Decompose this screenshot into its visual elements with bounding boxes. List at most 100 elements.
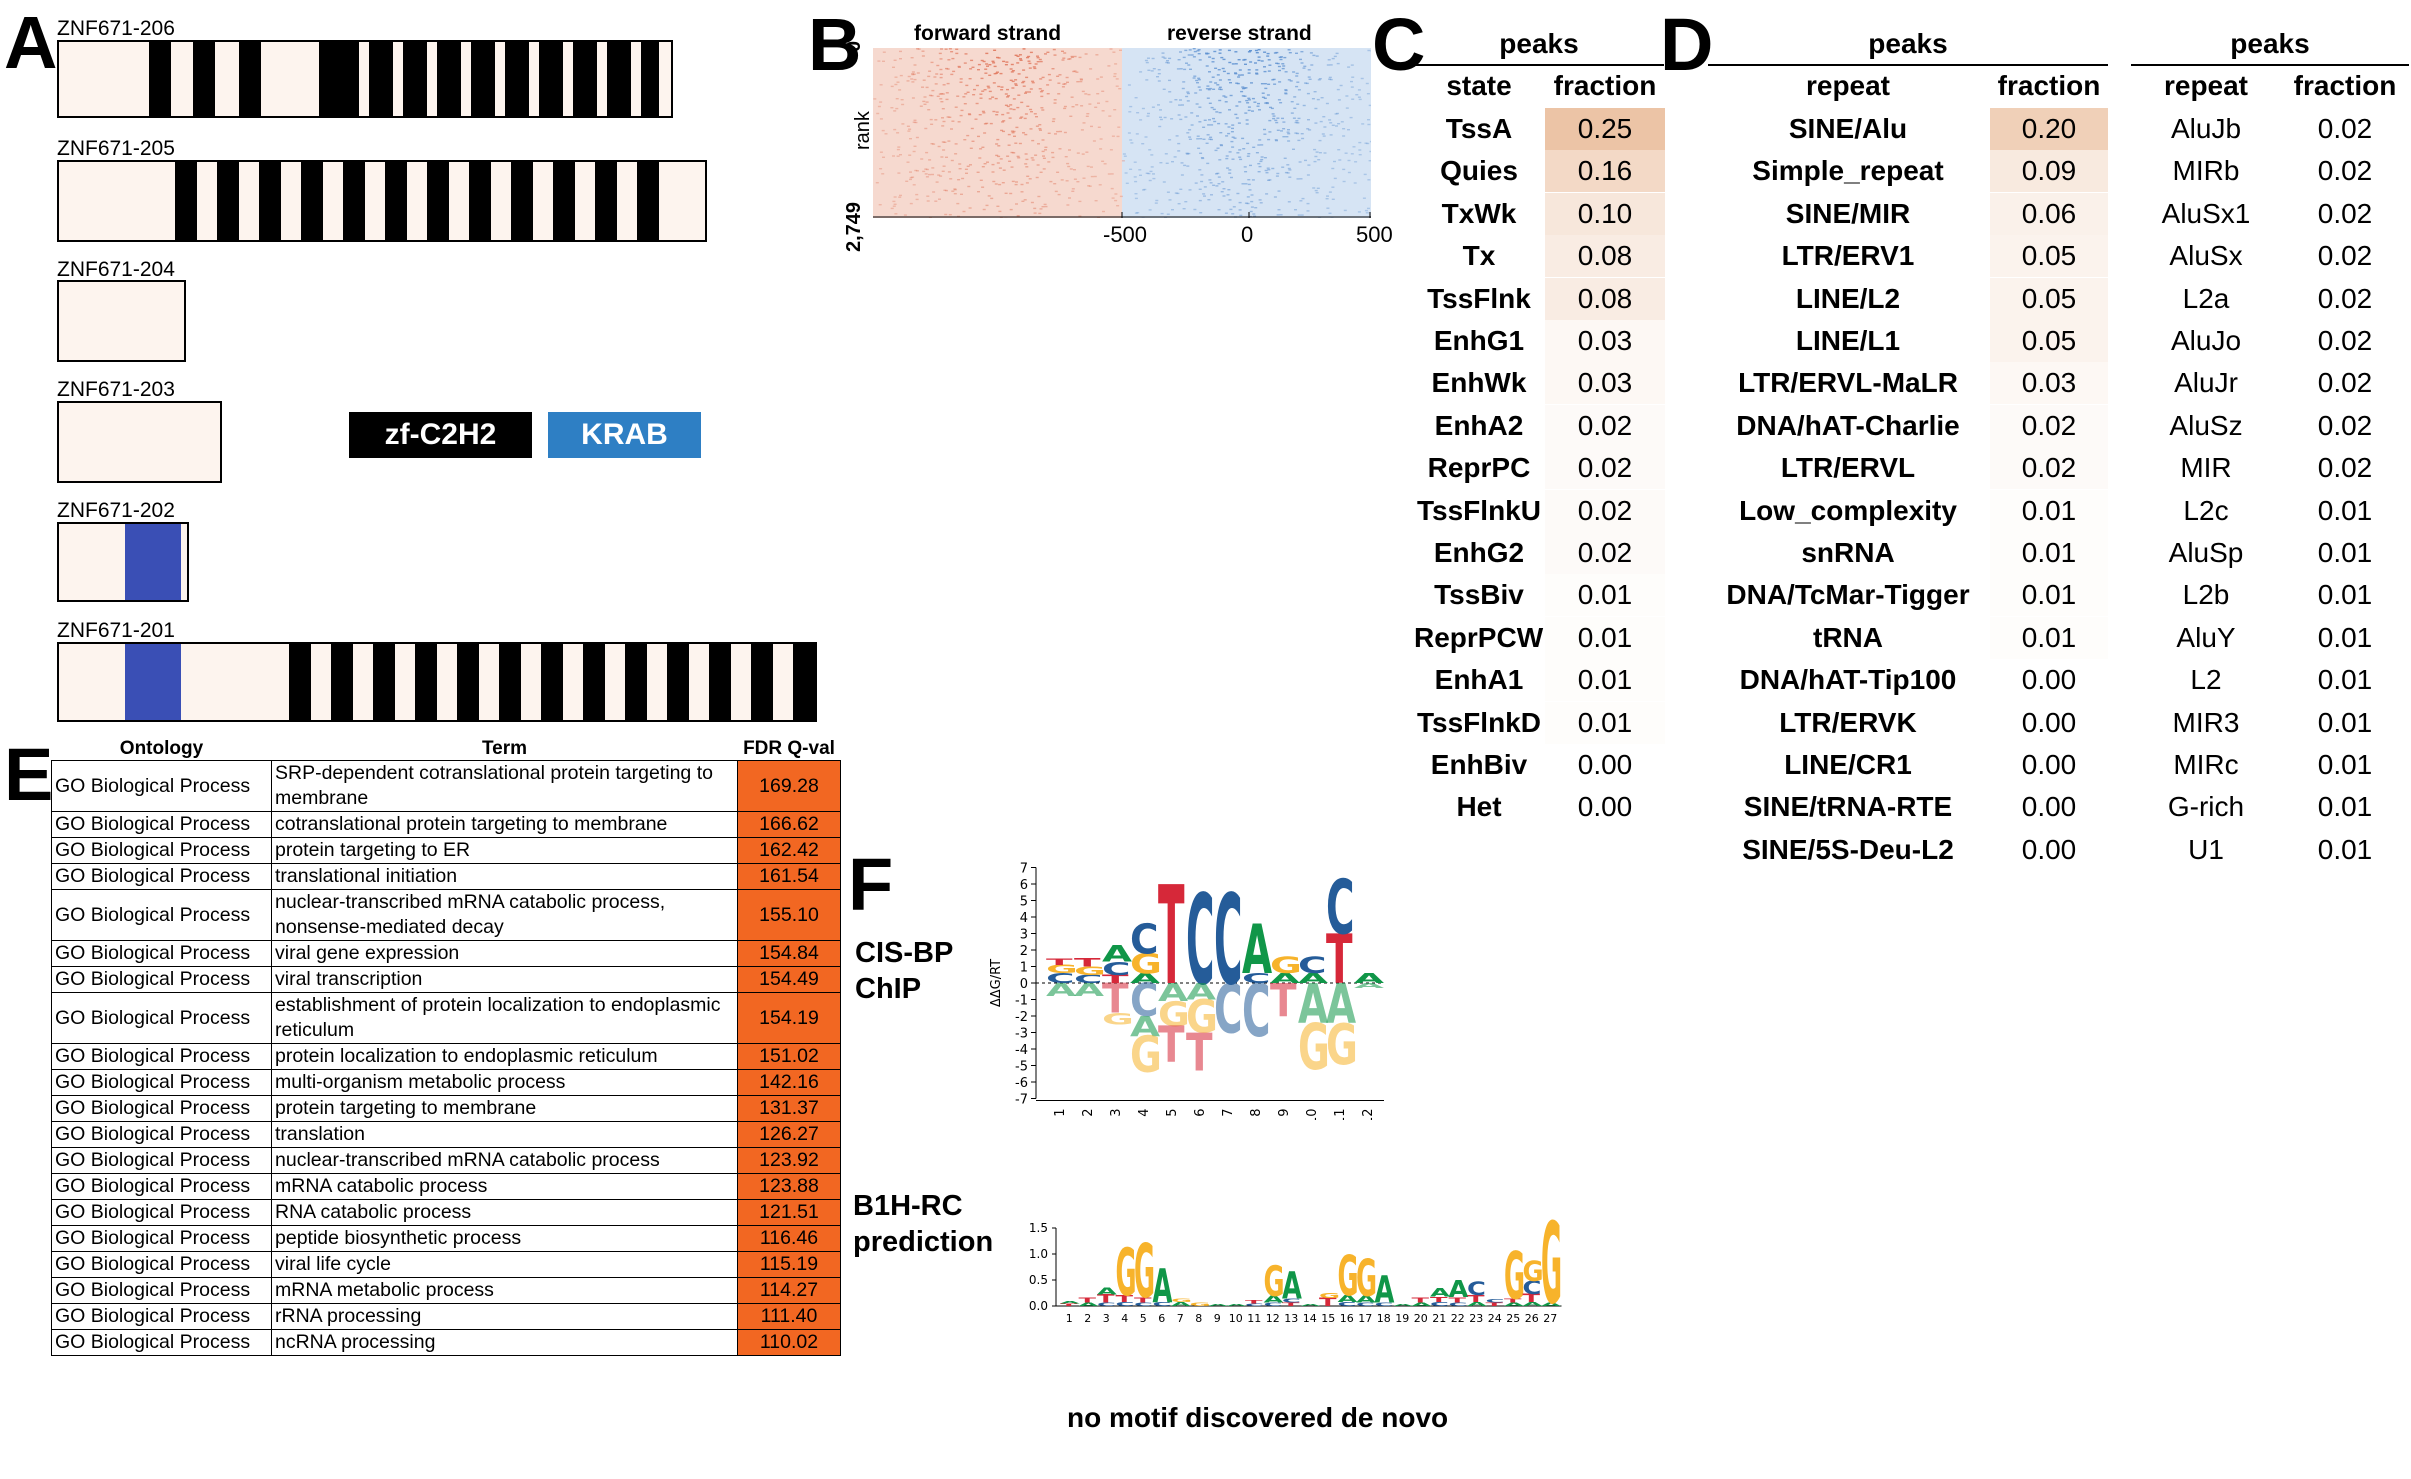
isoform-label: ZNF671-204 xyxy=(57,258,175,281)
zf-c2h2-domain xyxy=(373,644,395,720)
cisbp-label-line2: ChIP xyxy=(855,973,922,1006)
zf-c2h2-domain xyxy=(667,644,689,720)
logo-letter-a: A xyxy=(1298,973,1328,1036)
ddg-ytick: -5 xyxy=(1015,1060,1028,1075)
interdomain-gap xyxy=(359,42,369,116)
repeat-cell: tRNA xyxy=(1813,621,1883,653)
state-cell: ReprPC xyxy=(1427,452,1531,484)
fraction-cell: 0.02 xyxy=(2317,155,2373,187)
logo-letter-g: G xyxy=(1319,1291,1340,1300)
fraction-cell: 0.01 xyxy=(1990,574,2108,617)
zf-c2h2-domain xyxy=(301,162,323,240)
interdomain-gap xyxy=(563,42,573,116)
panel-d-left-rule xyxy=(1708,64,2108,66)
cisbp-label: CIS-BP ChIP xyxy=(855,935,953,1008)
zf-c2h2-domain xyxy=(469,162,491,240)
logo-letter-t: T xyxy=(1326,922,1353,1001)
logo-letter-a: A xyxy=(1393,1304,1414,1307)
fraction-cell: 0.02 xyxy=(1545,447,1665,490)
fraction-cell: 0.20 xyxy=(1990,108,2108,150)
logo-letter-c: C xyxy=(1116,1301,1135,1307)
repeat-cell: SINE/5S-Deu-L2 xyxy=(1742,833,1954,865)
term-cell: RNA catabolic process xyxy=(271,1199,738,1226)
logo-letter-t: T xyxy=(1158,857,1185,1016)
repeat-cell: L2a xyxy=(2182,282,2230,314)
term-cell: multi-organism metabolic process xyxy=(271,1069,738,1096)
logo-letter-t: T xyxy=(1116,1293,1135,1304)
table-row: GO Biological Process SRP-dependent cotra… xyxy=(51,760,841,812)
logo-letter-a: A xyxy=(1326,973,1356,1036)
logo-letter-a: A xyxy=(1079,1302,1100,1307)
state-cell: EnhA2 xyxy=(1434,409,1524,441)
bits-xtick: 7 xyxy=(1177,1312,1184,1325)
table-row: GO Biological Process viral life cycle 115… xyxy=(51,1251,841,1278)
fdr-cell: 155.10 xyxy=(737,889,841,941)
fraction-cell: 0.02 xyxy=(1990,404,2108,447)
fraction-cell: 0.08 xyxy=(1545,235,1665,278)
logo-letter-c: C xyxy=(1375,1302,1394,1307)
fraction-cell: 0.01 xyxy=(1545,616,1665,659)
logo-letter-t: T xyxy=(1102,976,1129,1023)
fdr-cell: 161.54 xyxy=(737,863,841,890)
table-row: GO Biological Process establishment of pr… xyxy=(51,992,841,1044)
zf-c2h2-domain xyxy=(553,162,575,240)
logo-letter-a: A xyxy=(1412,1302,1433,1307)
ontology-cell: GO Biological Process xyxy=(51,1199,272,1226)
interdomain-gap xyxy=(529,42,539,116)
repeat-cell: LTR/ERVL-MaLR xyxy=(1738,367,1958,399)
repeat-cell: DNA/hAT-Tip100 xyxy=(1739,664,1957,696)
ontology-cell: GO Biological Process xyxy=(51,1095,272,1122)
ddg-ytick: 1 xyxy=(1020,961,1028,976)
ddg-xtick: 4 xyxy=(1137,1109,1152,1117)
panel-d-right-repeat-header: repeat xyxy=(2163,70,2249,101)
term-cell: SRP-dependent cotranslational protein ta… xyxy=(271,760,738,812)
bits-xtick: 4 xyxy=(1121,1312,1128,1325)
logo-letter-g: G xyxy=(1190,1302,1211,1307)
bits-xtick: 3 xyxy=(1103,1312,1110,1325)
table-row: GO Biological Process cotranslational pro… xyxy=(51,811,841,838)
logo-letter-a: A xyxy=(1208,1304,1229,1307)
ontology-cell: GO Biological Process xyxy=(51,1329,272,1356)
interdomain-gap xyxy=(495,42,505,116)
logo-letter-a: A xyxy=(1449,1275,1469,1302)
ddg-xtick: 1 xyxy=(1053,1109,1068,1117)
repeat-cell: LINE/CR1 xyxy=(1784,749,1912,780)
fraction-cell: 0.02 xyxy=(2317,113,2373,144)
fraction-cell: 0.00 xyxy=(1990,786,2108,829)
b1h-label-line1: B1H-RC xyxy=(853,1190,963,1222)
logo-letter-a: A xyxy=(1130,970,1161,986)
logo-letter-c: C xyxy=(1134,1302,1153,1307)
logo-letter-c: C xyxy=(1102,959,1131,980)
bits-xtick: 26 xyxy=(1525,1312,1539,1325)
fraction-cell: 0.02 xyxy=(2317,325,2373,356)
fraction-cell: 0.01 xyxy=(2317,621,2373,653)
repeat-cell: MIRb xyxy=(2172,155,2240,187)
repeat-cell: L2 xyxy=(2190,664,2222,696)
fdr-cell: 123.88 xyxy=(737,1173,841,1200)
ontology-cell: GO Biological Process xyxy=(51,811,272,838)
logo-letter-a: A xyxy=(1153,1259,1173,1313)
logo-letter-c: C xyxy=(1214,868,1243,1012)
ontology-cell: GO Biological Process xyxy=(51,940,272,967)
term-cell: protein localization to endoplasmic reti… xyxy=(271,1043,738,1070)
bits-xtick: 2 xyxy=(1084,1312,1091,1325)
zf-c2h2-domain xyxy=(637,162,659,240)
ddg-ytick: -7 xyxy=(1015,1093,1028,1108)
ddg-xtick: 2 xyxy=(1081,1109,1096,1117)
zf-c2h2-domain xyxy=(457,644,479,720)
logo-letter-a: A xyxy=(1541,1302,1562,1307)
isoform-bar-201 xyxy=(57,642,817,722)
isoform-bar-202 xyxy=(57,522,189,602)
panel-d-left-peaks-header: peaks xyxy=(1868,28,1948,59)
zf-c2h2-domain xyxy=(239,42,261,116)
ddg-xtick: 12 xyxy=(1361,1109,1376,1121)
logo-letter-t: T xyxy=(1245,1299,1263,1304)
ddg-ytick: 5 xyxy=(1020,895,1028,910)
bits-xtick: 18 xyxy=(1377,1312,1391,1325)
isoform-bar-206 xyxy=(57,40,673,118)
fraction-cell: 0.01 xyxy=(1990,532,2108,574)
logo-letter-g: G xyxy=(1338,1245,1359,1309)
fraction-cell: 0.10 xyxy=(1545,192,1665,235)
fraction-cell: 0.09 xyxy=(1990,150,2108,193)
isoform-bar-203 xyxy=(57,401,222,483)
